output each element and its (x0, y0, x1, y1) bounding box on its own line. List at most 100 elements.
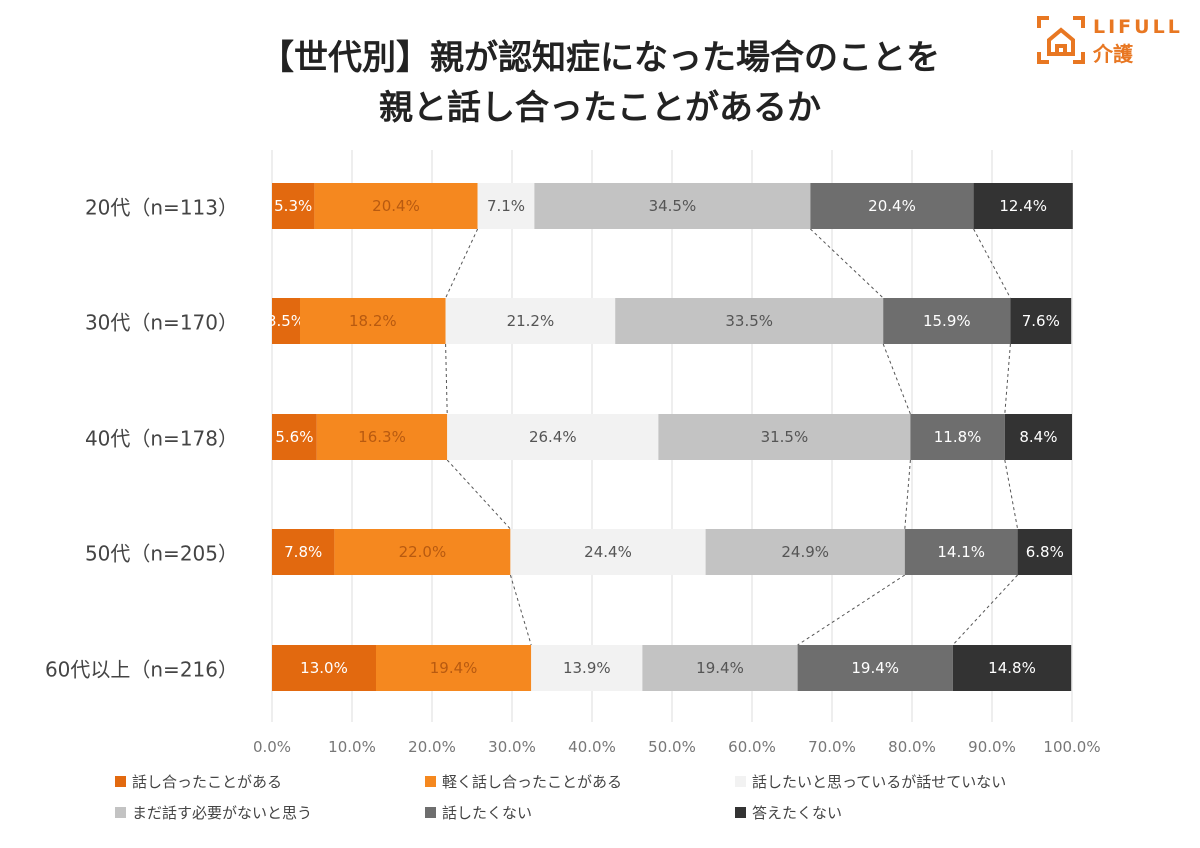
data-label: 19.4% (851, 659, 899, 677)
data-label: 21.2% (507, 312, 555, 330)
data-label: 20.4% (868, 197, 916, 215)
bar-segment (272, 645, 376, 691)
legend-label: 話したいと思っているが話せていない (752, 773, 1007, 791)
x-tick-label: 50.0% (648, 738, 696, 756)
connector-line (1004, 343, 1011, 415)
connector-line (445, 228, 479, 299)
x-tick-label: 0.0% (252, 738, 292, 756)
legend-item: 話し合ったことがある (115, 771, 282, 792)
bar-segment (510, 529, 706, 575)
y-category-label: 20代（n=113） (84, 195, 238, 220)
x-tick-label: 90.0% (968, 738, 1016, 756)
bar-segment (300, 298, 446, 344)
bar-segment (658, 414, 911, 460)
bar-segment (334, 529, 511, 575)
bar-segment (797, 645, 953, 691)
bar-segment (534, 183, 811, 229)
data-label: 16.3% (358, 428, 406, 446)
data-label: 5.6% (275, 428, 313, 446)
data-label: 34.5% (649, 197, 697, 215)
bar-segment (642, 645, 798, 691)
bar-segment (904, 529, 1018, 575)
bar-segment (615, 298, 884, 344)
bar-segment (910, 414, 1005, 460)
bar-segment (952, 645, 1072, 691)
x-tick-label: 20.0% (408, 738, 456, 756)
legend-item: まだ話す必要がないと思う (115, 802, 312, 823)
data-label: 19.4% (696, 659, 744, 677)
data-label: 7.1% (487, 197, 525, 215)
house-logo-icon (1037, 16, 1085, 64)
connector-line (445, 343, 448, 415)
data-label: 13.9% (563, 659, 611, 677)
legend-swatch (735, 807, 746, 818)
legend-label: 答えたくない (752, 804, 843, 822)
connector-line (882, 343, 911, 415)
bar-segment (447, 414, 659, 460)
connector-line (904, 459, 911, 530)
bar-segment (272, 529, 335, 575)
data-label: 7.8% (284, 543, 322, 561)
y-category-label: 30代（n=170） (84, 310, 238, 335)
legend-swatch (115, 807, 126, 818)
connector-line (446, 459, 511, 530)
legend-item: 軽く話し合ったことがある (425, 771, 622, 792)
bar-segment (272, 183, 315, 229)
y-category-label: 50代（n=205） (84, 541, 238, 566)
chart-title-line1: 【世代別】親が認知症になった場合のことを (260, 38, 940, 78)
data-label: 5.3% (274, 197, 312, 215)
data-label: 12.4% (999, 197, 1047, 215)
x-tick-label: 60.0% (728, 738, 776, 756)
bar-segment (272, 298, 300, 344)
connector-line (810, 228, 884, 299)
legend-item: 答えたくない (735, 802, 842, 823)
legend-label: 話し合ったことがある (132, 773, 283, 791)
data-label: 13.0% (300, 659, 348, 677)
data-label: 24.9% (781, 543, 829, 561)
bar-segment (314, 183, 478, 229)
bar-segment (316, 414, 448, 460)
data-label: 11.8% (934, 428, 982, 446)
legend-swatch (425, 807, 436, 818)
data-label: 14.1% (937, 543, 985, 561)
bar-segment (1010, 298, 1072, 344)
logo-text-lifull: LIFULL (1093, 16, 1183, 38)
bar-segment (1004, 414, 1072, 460)
x-tick-label: 100.0% (1043, 738, 1101, 756)
bar-segment (445, 298, 616, 344)
data-label: 33.5% (725, 312, 773, 330)
x-tick-label: 10.0% (328, 738, 376, 756)
data-label: 6.8% (1026, 543, 1064, 561)
y-category-label: 40代（n=178） (84, 426, 238, 451)
legend-label: まだ話す必要がないと思う (132, 804, 313, 822)
logo-text-kaigo: 介護 (1093, 42, 1133, 66)
x-tick-label: 70.0% (808, 738, 856, 756)
bar-segment (973, 183, 1073, 229)
legend-item: 話したいと思っているが話せていない (735, 771, 1006, 792)
data-label: 18.2% (349, 312, 397, 330)
data-label: 22.0% (399, 543, 447, 561)
data-label: 14.8% (988, 659, 1036, 677)
legend-label: 軽く話し合ったことがある (442, 773, 623, 791)
connector-line (952, 574, 1018, 646)
legend-swatch (735, 776, 746, 787)
connector-line (1004, 459, 1019, 530)
legend-swatch (425, 776, 436, 787)
data-label: 24.4% (584, 543, 632, 561)
data-label: 3.5% (267, 312, 305, 330)
bar-segment (477, 183, 535, 229)
data-label: 7.6% (1022, 312, 1060, 330)
connector-line (509, 574, 532, 646)
data-label: 8.4% (1019, 428, 1057, 446)
bar-segment (883, 298, 1011, 344)
data-label: 31.5% (761, 428, 809, 446)
legend-label: 話したくない (442, 804, 533, 822)
bar-segment (810, 183, 974, 229)
data-label: 19.4% (430, 659, 478, 677)
data-label: 15.9% (923, 312, 971, 330)
bar-segment (1017, 529, 1072, 575)
connector-line (973, 228, 1011, 299)
data-label: 20.4% (372, 197, 420, 215)
